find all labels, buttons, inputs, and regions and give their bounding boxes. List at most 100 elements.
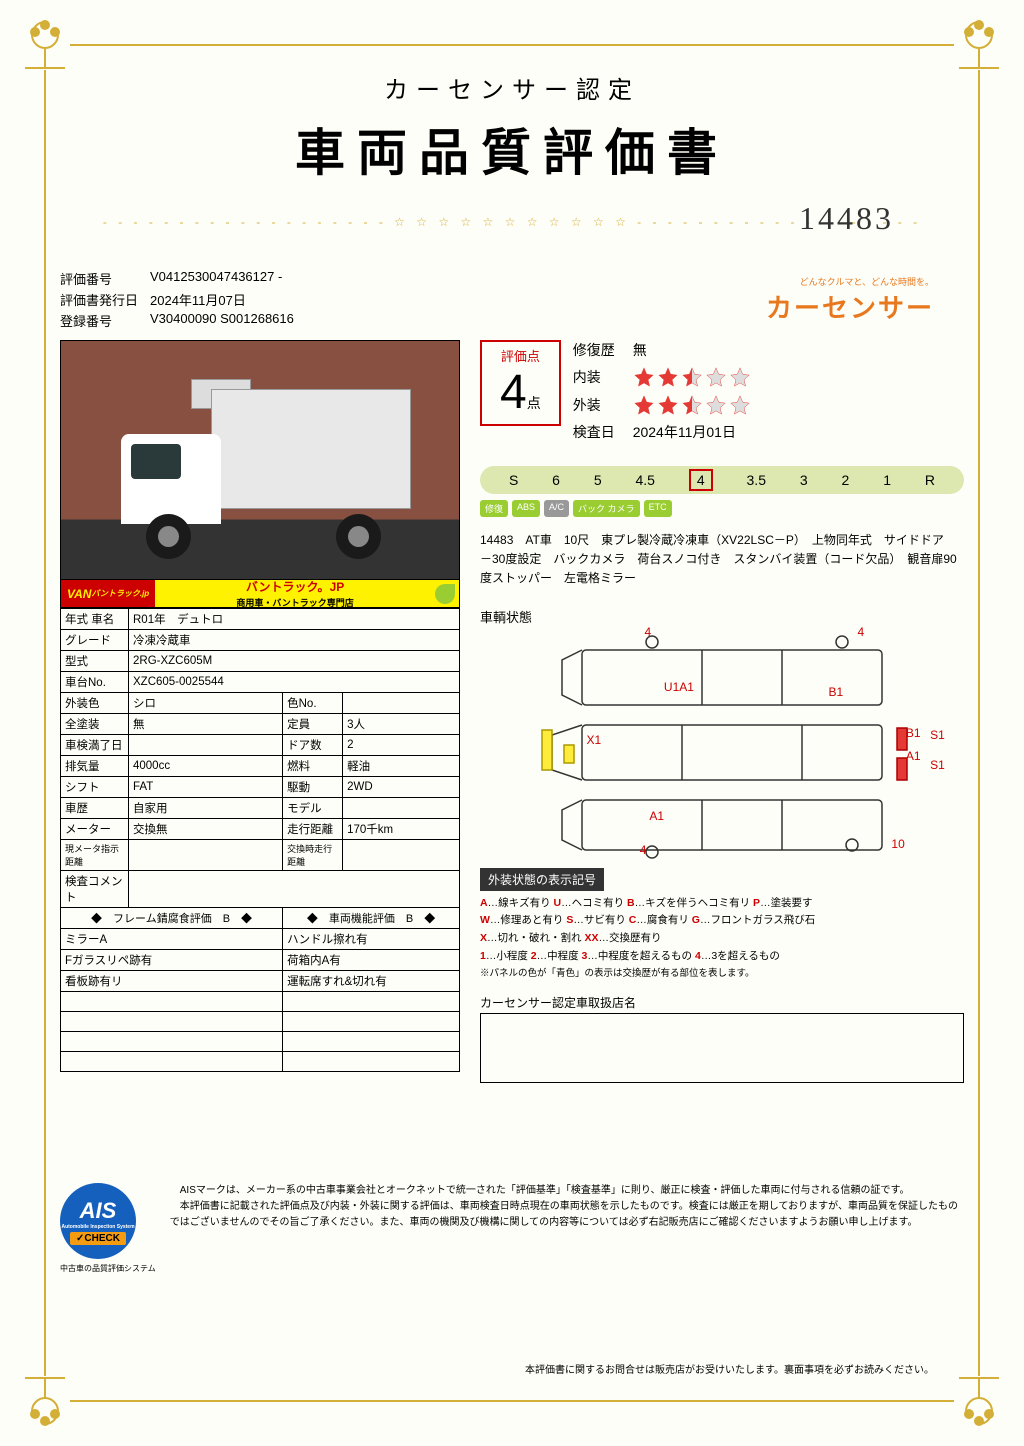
damage-mark: B1 [828,685,843,699]
spec-label: 定員 [283,714,343,735]
spec-table: 年式 車名R01年 デュトログレード冷凍冷蔵車型式2RG-XZC605M車台No… [60,608,460,1072]
brand-tagline: どんなクルマと、どんな時間を。 [766,275,934,288]
scale-item: 6 [552,472,560,488]
exterior-stars [633,394,753,416]
vehicle-diagram: 44U1A1B1X1B1S1A1S1A1410 [480,630,964,860]
spec-label: メーター [61,819,129,840]
interior-label: 内装 [573,367,633,387]
feature-badge: A/C [544,500,569,517]
spec-label: 外装色 [61,693,129,714]
spec-value: 3人 [343,714,460,735]
comment-cell: 荷箱内A有 [283,950,460,971]
ratings-block: 修復歴無 内装 外装 検査日2024年11月01日 [573,340,753,448]
spec-value: FAT [129,777,283,798]
dealer-banner: VANバントラック.jp バントラック。JP商用車・バントラック専門店 [60,580,460,608]
comment-cell: ミラーA [61,929,283,950]
scale-item: 4 [689,469,713,491]
spec-value: 軽油 [343,756,460,777]
spec-value: 自家用 [129,798,283,819]
comment-cell [283,1012,460,1032]
spec-label: 駆動 [283,777,343,798]
footer-note: 本評価書に関するお問合せは販売店がお受けいたします。裏面事項を必ずお読みください… [525,1361,934,1376]
scale-item: S [509,472,518,488]
spec-label: 燃料 [283,756,343,777]
comment-cell: 看板跡有リ [61,971,283,992]
spec-value: 2 [343,735,460,756]
damage-mark: A1 [906,749,921,763]
spec-value [343,693,460,714]
spec-value [129,735,283,756]
issue-date-label: 評価書発行日 [60,290,150,309]
feature-badge: 修復 [480,500,508,517]
damage-mark: 4 [858,625,865,639]
score-value: 4 [500,366,527,419]
comment-cell [283,992,460,1012]
feature-badge: ABS [512,500,540,517]
spec-value [343,798,460,819]
inspect-date-label: 検査日 [573,422,633,442]
brand-logo: カーセンサー [766,288,934,325]
scale-item: 2 [842,472,850,488]
spec-label: モデル [283,798,343,819]
inspect-date: 2024年11月01日 [633,422,736,442]
spec-label: 色No. [283,693,343,714]
interior-stars [633,366,753,388]
damage-mark: X1 [586,733,601,747]
scale-item: 3 [800,472,808,488]
feature-badge: バック カメラ [573,500,640,517]
leaf-icon [435,584,455,604]
feature-badges: 修復ABSA/Cバック カメラETC [480,500,964,517]
repair-value: 無 [633,340,647,360]
spec-value: 2RG-XZC605M [129,651,460,672]
brand-block: どんなクルマと、どんな時間を。 カーセンサー [766,275,934,325]
spec-label: 年式 車名 [61,609,129,630]
spec-value: 4000cc [129,756,283,777]
comment-cell [61,992,283,1012]
reg-no-label: 登録番号 [60,311,150,330]
scale-item: R [925,472,935,488]
comment-cell: ハンドル擦れ有 [283,929,460,950]
damage-mark: B1 [906,726,921,740]
feature-badge: ETC [644,500,672,517]
spec-label: ドア数 [283,735,343,756]
repair-label: 修復歴 [573,340,633,360]
scale-item: 1 [883,472,891,488]
eval-no: V0412530047436127 - [150,269,282,288]
scale-item: 3.5 [747,472,766,488]
corner-ornament [954,20,1004,70]
dealer-box [480,1013,964,1083]
spec-label: 走行距離 [283,819,343,840]
score-label: 評価点 [500,346,541,365]
spec-label: シフト [61,777,129,798]
damage-mark: A1 [649,809,664,823]
damage-mark: S1 [930,758,945,772]
issue-date: 2024年11月07日 [150,290,246,309]
comment-cell [283,1032,460,1052]
spec-label: 車台No. [61,672,129,693]
spec-label: 車検満了日 [61,735,129,756]
disclaimer-text: AISマークは、メーカー系の中古車事業会社とオークネットで統一された「評価基準」… [170,1183,964,1231]
comment-cell: Fガラスリペ跡有 [61,950,283,971]
comment-cell [61,1032,283,1052]
spec-label: グレード [61,630,129,651]
spec-label: 排気量 [61,756,129,777]
scale-item: 5 [594,472,602,488]
header-title: 車両品質評価書 [60,113,964,185]
spec-value: シロ [129,693,283,714]
corner-ornament [20,1376,70,1426]
exterior-label: 外装 [573,395,633,415]
spec-value: XZC605-0025544 [129,672,460,693]
damage-mark: 4 [645,625,652,639]
corner-ornament [20,20,70,70]
handwritten-number: 14483 [799,200,894,237]
dealer-title: カーセンサー認定車取扱店名 [480,994,964,1011]
comment-cell [61,1052,283,1072]
comment-cell [61,1012,283,1032]
ais-mark: AISAutomobile Inspection System✓CHECK [60,1183,140,1263]
damage-mark: U1A1 [664,680,694,694]
eval-no-label: 評価番号 [60,269,150,288]
vehicle-description: 14483 AT車 10尺 東プレ製冷蔵冷凍車（XV22LSC－P） 上物同年式… [480,531,964,589]
scale-item: 4.5 [636,472,655,488]
diagram-title: 車輌状態 [480,607,964,626]
spec-value: R01年 デュトロ [129,609,460,630]
